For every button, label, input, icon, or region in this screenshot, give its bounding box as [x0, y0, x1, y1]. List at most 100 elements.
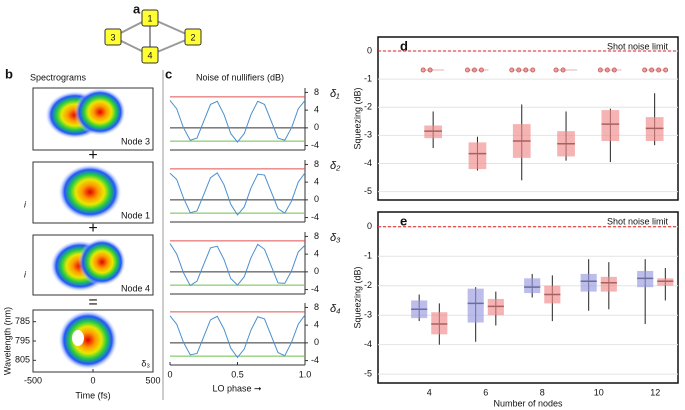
graph-node [141, 9, 159, 27]
line-series [169, 100, 306, 143]
y-tick-label: -4 [364, 158, 372, 168]
box-body [468, 142, 487, 170]
x-axis-label: Number of nodes [493, 398, 563, 408]
y-tick-label: 0 [314, 122, 319, 132]
heat-blob [74, 88, 126, 136]
box-body [601, 110, 620, 141]
panel-title: Spectrograms [30, 72, 87, 82]
y-tick-label: 4 [314, 177, 319, 187]
y-tick-label: 795 [15, 335, 30, 345]
y-tick-label: 8 [314, 87, 319, 97]
panel-text: Node 3 [121, 136, 150, 146]
y-axis-label: δ₃ [330, 232, 341, 244]
x-tick-label: 0 [167, 369, 172, 379]
node-label: 2 [190, 32, 195, 42]
y-tick-label: 8 [314, 159, 319, 169]
y-tick-label: 4 [314, 105, 319, 115]
topology-icon [509, 67, 536, 73]
y-axis-label: Squeezing (dB) [352, 87, 362, 149]
x-tick-label: 500 [145, 375, 160, 385]
x-tick-label: 10 [594, 387, 604, 397]
node-label: 1 [147, 13, 152, 23]
y-tick-label: 0 [367, 45, 372, 55]
y-tick-label: 0 [314, 194, 319, 204]
panel-label: d [400, 38, 408, 53]
y-axis-label: δ₄ [330, 303, 341, 315]
x-tick-label: 6 [483, 387, 488, 397]
spectrogram-images [32, 70, 164, 400]
heat-blob [58, 164, 122, 220]
line-series [169, 243, 306, 287]
plot-frame [377, 36, 679, 201]
y-tick-label: 805 [15, 355, 30, 365]
heat-blob [78, 238, 126, 286]
panel-text: Node 1 [121, 210, 150, 220]
x-tick-label: 12 [650, 387, 660, 397]
y-axis-label: δ₁ [330, 88, 340, 100]
panel-label: c [165, 66, 172, 81]
x-tick-label: 1.0 [299, 369, 312, 379]
x-tick-label: 0.5 [231, 369, 244, 379]
x-tick-label: 4 [427, 387, 432, 397]
y-tick-label: 8 [314, 231, 319, 241]
y-tick-label: -4 [311, 140, 319, 150]
box-body [600, 276, 617, 292]
panel-label: b [5, 66, 13, 81]
graph-node [104, 28, 122, 46]
node-label: 4 [147, 50, 152, 60]
panel-label: a [133, 1, 141, 16]
box-body [467, 288, 484, 323]
y-tick-label: 8 [314, 302, 319, 312]
x-tick-label: 0 [90, 375, 95, 385]
y-tick-label: 4 [314, 320, 319, 330]
y-tick-label: -4 [311, 212, 319, 222]
y-axis-label: δ₂ [330, 160, 341, 172]
node-label: 3 [110, 32, 115, 42]
box-body [524, 278, 541, 294]
side-label: i [24, 199, 27, 209]
operator: = [88, 294, 97, 311]
panel-text: δ₃ [141, 358, 150, 368]
x-axis-label: LO phase ➞ [212, 383, 262, 393]
heat-hole [72, 330, 84, 346]
line-series [169, 172, 306, 216]
operator: + [88, 147, 97, 164]
operator: + [88, 220, 97, 237]
y-tick-label: 0 [367, 221, 372, 231]
y-tick-label: 0 [314, 266, 319, 276]
y-tick-label: -3 [364, 310, 372, 320]
x-tick-label: -500 [24, 375, 42, 385]
y-tick-label: 4 [314, 249, 319, 259]
x-tick-label: 8 [540, 387, 545, 397]
y-tick-label: -1 [364, 251, 372, 261]
annotation: Shot noise limit [607, 216, 669, 226]
y-tick-label: -5 [364, 186, 372, 196]
graph-node [141, 46, 159, 64]
topology-icon [597, 67, 622, 73]
annotation: Shot noise limit [607, 41, 669, 51]
y-tick-label: -4 [311, 355, 319, 365]
box-body [580, 273, 597, 292]
panel-title: Noise of nullifiers (dB) [196, 72, 284, 82]
panel-text: Node 4 [121, 283, 150, 293]
y-tick-label: -5 [364, 369, 372, 379]
heat-blob [58, 310, 118, 370]
x-axis-label: Time (fs) [75, 390, 110, 400]
y-tick-label: -2 [364, 102, 372, 112]
y-tick-label: -1 [364, 74, 372, 84]
y-tick-label: -4 [364, 339, 372, 349]
side-label: i [24, 269, 27, 279]
y-tick-label: -3 [364, 130, 372, 140]
topology-icon [553, 67, 578, 73]
y-tick-label: -4 [311, 284, 319, 294]
y-tick-label: -2 [364, 280, 372, 290]
y-tick-label: 0 [314, 337, 319, 347]
graph-node [184, 28, 202, 46]
y-tick-label: 785 [15, 316, 30, 326]
y-axis-label: Squeezing (dB) [352, 266, 362, 328]
panel-label: e [400, 213, 407, 228]
plot-frame [377, 211, 679, 384]
topology-icon [642, 67, 669, 73]
topology-icon [420, 67, 445, 73]
